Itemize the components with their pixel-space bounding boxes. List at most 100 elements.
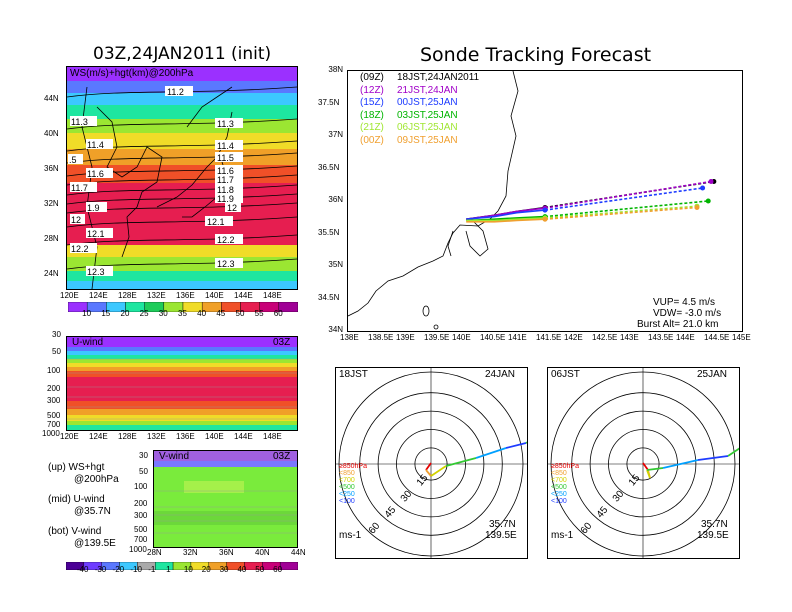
- track-legend-jst: 21JST,24JAN: [397, 84, 458, 96]
- track-lon-tick: 144.5E: [704, 333, 730, 342]
- contour-label-box: [70, 116, 97, 126]
- uwind-lon-tick: 140E: [205, 432, 224, 441]
- track-lat-tick: 36.5N: [318, 162, 340, 172]
- hodo-segment: [727, 447, 739, 457]
- left-title: 03Z,24JAN2011 (init): [93, 44, 272, 64]
- ws-band: [67, 93, 297, 105]
- contour-label-box: [68, 154, 83, 164]
- contour-label-box: [215, 165, 243, 175]
- track-end-1: [708, 179, 714, 184]
- vwind-time: 03Z: [273, 451, 291, 462]
- hodo-time: 18JST: [339, 369, 368, 380]
- track-dashed-4: [544, 205, 698, 219]
- track-legend-jst: 00JST,25JAN: [397, 97, 458, 108]
- hodo-segment: [646, 469, 651, 479]
- uwind-band: [67, 351, 297, 355]
- vwind-panel: [153, 450, 298, 548]
- uwind-lon-tick: 124E: [89, 432, 108, 441]
- hodo-level: <100: [551, 498, 567, 505]
- track-lat-tick: 37N: [328, 130, 344, 139]
- coastline: [186, 86, 233, 128]
- hodo-segment: [697, 455, 729, 461]
- uwind-pressure-tick: 50: [52, 347, 61, 356]
- hodo-level: <100: [339, 498, 355, 505]
- vwind-lat-tick: 44N: [291, 548, 306, 557]
- uwind-pressure-tick: 500: [47, 411, 61, 420]
- track-lat-tick: 35N: [328, 260, 344, 269]
- ws-band: [67, 281, 297, 289]
- hodo-date: 25JAN: [697, 369, 728, 380]
- track-burst-2: [542, 207, 548, 213]
- hodograph-2: [547, 367, 740, 559]
- track-dashed-2: [544, 187, 703, 211]
- legend-up-2: @200hPa: [74, 474, 119, 485]
- contour-label-box: [215, 152, 243, 162]
- uwind-band: [67, 371, 297, 377]
- ws-lon-tick: 148E: [263, 291, 282, 300]
- hodograph-1-svg: [336, 368, 527, 558]
- contour-label: 11.6: [87, 169, 104, 179]
- track-legend-jst: 09JST,25JAN: [397, 134, 458, 146]
- contour-label-box: [70, 243, 97, 253]
- ws-lon-tick: 124E: [89, 291, 108, 300]
- track-end-5: [694, 205, 700, 210]
- uwind-svg: [67, 337, 297, 430]
- ws-lon-tick: 144E: [234, 291, 253, 300]
- uwind-lon-tick: 148E: [263, 432, 282, 441]
- hodo-segment: [642, 462, 649, 471]
- track-legend-utc: (18Z): [360, 109, 384, 121]
- uwind-pressure-tick: 1000: [42, 429, 60, 438]
- ws-lat-tick: 24N: [44, 269, 59, 278]
- track-legend-utc: (15Z): [360, 97, 384, 108]
- hodo-level: <850: [339, 470, 355, 477]
- track-burst-5: [542, 216, 548, 222]
- hodo-lat: 35.7N: [701, 519, 728, 530]
- contour-label: 11.4: [87, 140, 104, 150]
- contour-label-box: [86, 202, 107, 212]
- ws-colorbar-tick: 10: [82, 309, 92, 318]
- uwind-band: [67, 359, 297, 363]
- ws-lon-tick: 136E: [176, 291, 195, 300]
- ws-band: [67, 105, 297, 119]
- ws-map-label: WS(m/s)+hgt(km)@200hPa: [70, 68, 194, 79]
- uwind-panel: [66, 336, 298, 431]
- vwind-pressure-tick: 30: [139, 451, 148, 460]
- ws-colorbar-tick: 40: [197, 309, 207, 318]
- track-lon-tick: 142.5E: [592, 333, 618, 342]
- island: [433, 324, 439, 330]
- uwind-lon-tick: 144E: [234, 432, 253, 441]
- ws-lon-tick: 120E: [60, 291, 79, 300]
- hodo-lat: 35.7N: [489, 519, 516, 530]
- uwind-band: [67, 377, 297, 401]
- v-colorbar: [65, 557, 299, 571]
- legend-mid-2: @35.7N: [74, 506, 111, 517]
- contour-label-box: [215, 174, 243, 184]
- hodo-level: <850: [551, 470, 567, 477]
- track-lon-tick: 138E: [340, 333, 359, 342]
- right-title: Sonde Tracking Forecast: [420, 44, 652, 66]
- track-dashed-3: [544, 200, 709, 218]
- vwind-lat-tick: 36N: [219, 548, 234, 557]
- vwind-pressure-tick: 50: [139, 467, 148, 476]
- hodo-date: 24JAN: [485, 369, 516, 380]
- contour-label: 12.1: [87, 229, 105, 239]
- coastline: [156, 111, 233, 208]
- contour-label: 11.7: [217, 175, 234, 185]
- hodo-level: ≥850hPa: [339, 463, 367, 470]
- burst-param: Burst Alt= 21.0 km: [637, 319, 719, 330]
- hodo-unit: ms-1: [339, 530, 362, 541]
- hodo-level: <500: [551, 484, 567, 491]
- v-colorbar-tick: 50: [255, 565, 265, 574]
- contour-label-box: [215, 118, 243, 128]
- legend-mid-1: (mid) U-wind: [48, 494, 105, 505]
- contour-label: 12.3: [217, 259, 235, 269]
- ws-map-svg: 11.211.311.411.511.611.711.811.91212.112…: [67, 67, 297, 289]
- contour-label: 11.6: [217, 166, 234, 176]
- hodograph-1: [335, 367, 528, 559]
- vwind-pressure-tick: 100: [134, 482, 148, 491]
- uwind-pressure-tick: 30: [52, 330, 61, 339]
- hodo-segment: [475, 447, 507, 459]
- track-legend-utc: (00Z): [360, 134, 384, 146]
- hodo-level: <700: [551, 477, 567, 484]
- uwind-band: [67, 363, 297, 367]
